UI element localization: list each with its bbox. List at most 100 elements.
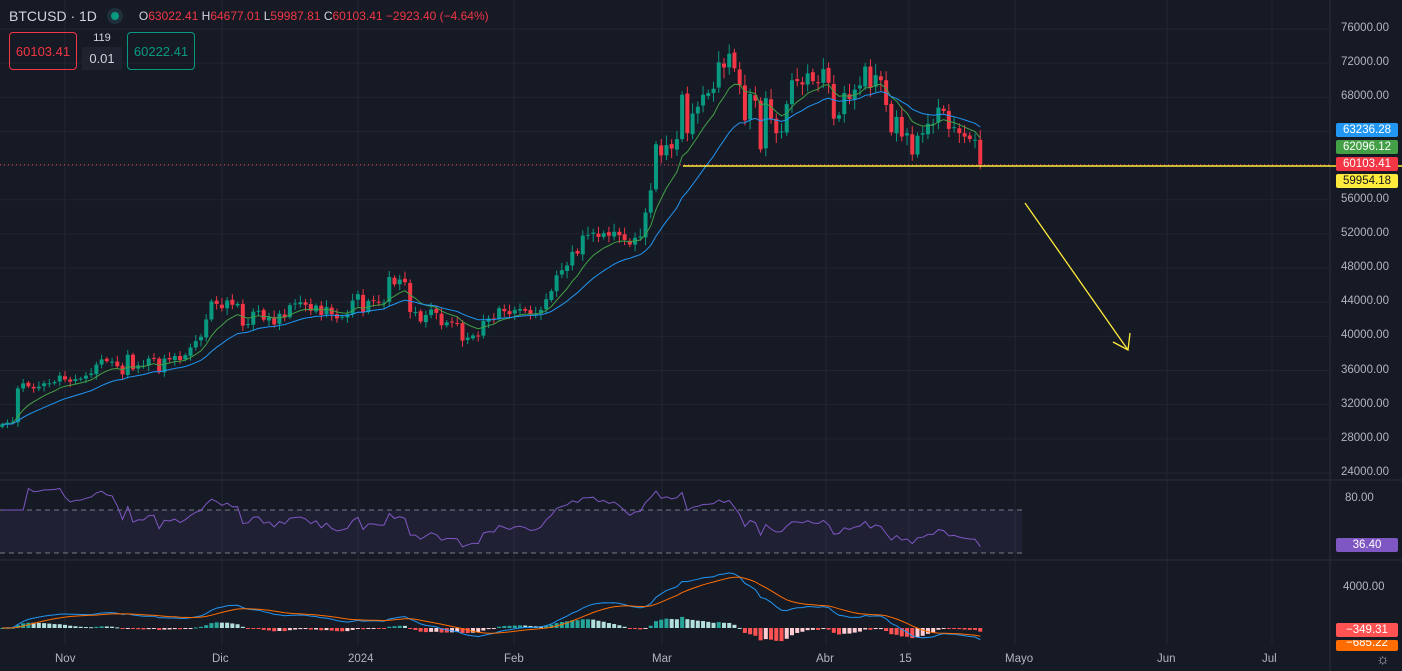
candle-body (15, 388, 20, 423)
quantity-field[interactable]: 0.01 (82, 47, 122, 70)
macd-histogram-bar (502, 626, 507, 628)
time-axis-label: Dic (212, 653, 229, 665)
candle-body (36, 386, 41, 389)
macd-histogram-bar (110, 626, 115, 628)
candle-body (455, 322, 460, 324)
macd-histogram-bar (737, 627, 742, 629)
candle-body (209, 301, 214, 320)
candle-body (277, 313, 282, 324)
candle-body (125, 354, 130, 375)
macd-histogram-bar (779, 628, 784, 642)
market-status-icon (110, 12, 119, 20)
candle-body (967, 135, 972, 140)
candle-body (465, 337, 470, 340)
candle-body (130, 354, 135, 370)
candle-body (810, 72, 815, 82)
candle-body (240, 303, 245, 326)
rsi-value-tag: 36.40 (1336, 538, 1398, 552)
candle-body (324, 306, 329, 315)
candle-body (266, 317, 271, 321)
macd-histogram-bar (345, 628, 350, 632)
macd-histogram-bar (408, 628, 413, 629)
legend: BTCUSD · 1D O63022.41 H64677.01 L59987.8… (9, 8, 489, 24)
candle-body (408, 282, 413, 313)
candle-body (889, 103, 894, 133)
macd-histogram-bar (570, 620, 575, 628)
candle-body (303, 302, 308, 305)
candle-body (570, 251, 575, 266)
rsi-axis-label: 80.00 (1345, 492, 1374, 504)
macd-histogram-bar (721, 622, 726, 628)
macd-histogram-bar (235, 624, 240, 628)
macd-histogram-bar (711, 622, 716, 628)
candle-body (596, 233, 601, 237)
macd-histogram-bar (837, 628, 842, 635)
macd-histogram-bar (596, 620, 601, 628)
candle-body (94, 364, 99, 375)
macd-histogram-bar (73, 626, 78, 628)
macd-histogram-bar (157, 628, 162, 630)
macd-histogram-bar (324, 628, 329, 631)
candle-body (115, 361, 120, 367)
candle-body (0, 424, 5, 427)
macd-histogram-bar (63, 624, 67, 628)
macd-histogram-bar (26, 622, 31, 628)
macd-histogram-bar (89, 627, 94, 629)
macd-histogram-bar (857, 628, 862, 632)
candle-body (711, 88, 716, 94)
macd-histogram-bar (450, 628, 455, 633)
symbol-label[interactable]: BTCUSD · 1D (9, 8, 97, 24)
buy-button[interactable]: 60222.41 (127, 32, 195, 70)
macd-histogram-bar (298, 628, 303, 630)
macd-histogram-bar (486, 628, 491, 630)
settings-gear-icon[interactable]: ☼ (1376, 651, 1390, 668)
candle-body (340, 316, 345, 318)
macd-histogram-bar (47, 623, 52, 628)
price-axis-label: 32000.00 (1341, 397, 1389, 410)
macd-histogram-bar (481, 628, 486, 631)
macd-histogram-bar (784, 628, 789, 639)
candle-body (643, 212, 648, 238)
candle-body (690, 113, 695, 135)
macd-histogram-bar (193, 627, 198, 629)
candle-body (837, 115, 842, 119)
candle-body (936, 107, 941, 123)
candle-body (523, 309, 528, 311)
macd-histogram-bar (769, 628, 774, 640)
time-axis-label: 2024 (348, 653, 374, 665)
time-axis-label: 15 (899, 653, 912, 665)
candle-body (957, 128, 962, 134)
time-axis-label: Mar (652, 653, 672, 665)
macd-histogram-bar (392, 626, 397, 628)
macd-histogram-bar (863, 628, 868, 630)
macd-histogram-bar (638, 628, 643, 630)
macd-histogram-bar (83, 627, 88, 629)
macd-histogram-bar (763, 628, 768, 640)
macd-histogram-bar (941, 628, 946, 629)
macd-histogram-bar (653, 621, 658, 628)
price-axis-label: 44000.00 (1341, 295, 1389, 308)
candle-body (559, 270, 564, 275)
price-axis-label: 48000.00 (1341, 261, 1389, 274)
macd-histogram-bar (423, 628, 428, 633)
candle-body (423, 315, 428, 323)
candle-body (89, 373, 94, 376)
candle-body (748, 93, 753, 120)
rsi-line (2, 487, 981, 548)
macd-histogram-bar (246, 628, 251, 629)
candle-body (167, 357, 172, 360)
sell-button[interactable]: 60103.41 (9, 32, 77, 70)
macd-histogram-bar (251, 628, 256, 629)
candle-body (805, 73, 810, 85)
candle-body (606, 232, 611, 236)
macd-histogram-bar (104, 626, 109, 628)
macd-histogram-bar (402, 625, 407, 628)
candle-body (915, 135, 920, 155)
macd-histogram-bar (680, 616, 685, 628)
candle-body (26, 382, 31, 387)
macd-histogram-bar (899, 628, 904, 637)
macd-histogram-bar (230, 623, 235, 628)
macd-histogram-bar (690, 619, 695, 628)
